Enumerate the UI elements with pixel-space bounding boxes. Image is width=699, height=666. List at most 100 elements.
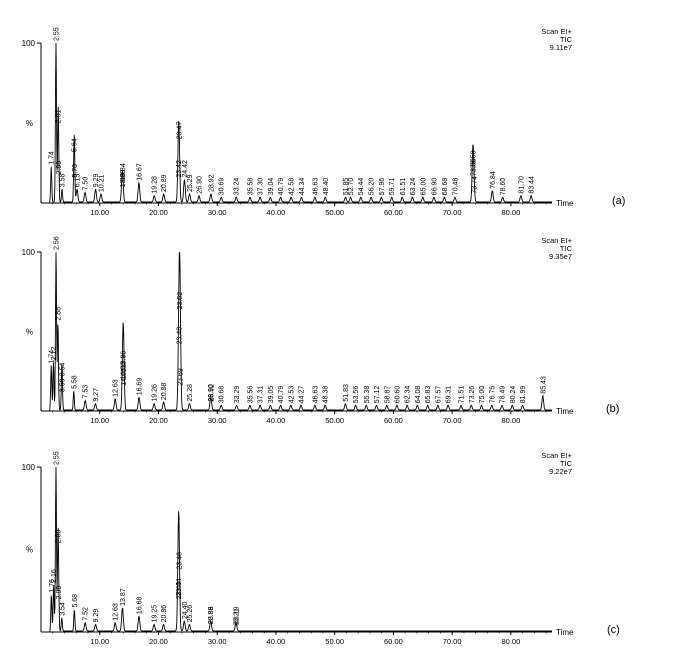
peak-label: 30.69 (219, 178, 226, 196)
peak-label: 78.60 (500, 178, 507, 196)
peak-label: 37.30 (258, 178, 265, 196)
x-tick-label: 80.00 (501, 416, 520, 425)
peak-label: 23.47 (176, 122, 183, 140)
peak-label: 2.55 (53, 27, 60, 41)
y-label-percent: % (26, 119, 33, 128)
peak-label: 20.86 (161, 605, 168, 623)
peak-label: 3.58 (60, 173, 67, 187)
x-tick-label: 10.00 (90, 208, 109, 217)
peak-label: 6.13 (75, 173, 82, 187)
peak-label: 70.48 (452, 178, 459, 196)
x-axis-label: Time (556, 628, 574, 637)
x-tick-label: 30.00 (208, 637, 227, 646)
panel-label: (a) (612, 195, 625, 207)
peak-label: 19.28 (152, 176, 159, 194)
y-label-percent: % (26, 546, 33, 555)
peak-label: 24.40 (182, 601, 189, 619)
peak-label: 16.67 (136, 163, 143, 181)
header-line-3: 9.35e7 (549, 252, 572, 261)
peak-label: 65.00 (420, 178, 427, 196)
peak-label: 48.40 (323, 178, 330, 196)
peak-label: 40.79 (278, 386, 285, 404)
peak-label: 28.88 (208, 606, 215, 624)
peak-label: 46.63 (312, 386, 319, 404)
peak-label: 19.25 (152, 605, 159, 623)
peak-label: 23.69 (178, 368, 185, 386)
x-tick-label: 30.00 (208, 416, 227, 425)
peak-label: 5.58 (71, 375, 78, 389)
peak-label: 13.87 (120, 588, 127, 606)
peak-label: 42.58 (289, 178, 296, 196)
peak-label: 57.12 (374, 386, 381, 404)
peak-label: 2.56 (54, 236, 61, 250)
x-tick-label: 10.00 (90, 637, 109, 646)
peak-label: 2.55 (53, 451, 60, 465)
peak-label: 14.05 (121, 368, 128, 386)
peak-label: 12.63 (113, 379, 120, 397)
peak-label: 2.12 (51, 347, 58, 361)
peak-label: 9.27 (93, 388, 100, 402)
peak-label: 54.44 (358, 178, 365, 196)
tic-trace (41, 42, 552, 204)
peak-label: 5.64 (72, 138, 79, 152)
peak-label: 25.26 (187, 605, 194, 623)
peak-label: 59.71 (389, 178, 396, 196)
peak-label: 12.63 (113, 603, 120, 621)
header-line-3: 9.22e7 (549, 467, 572, 476)
peak-label: 33.19 (233, 606, 240, 624)
peak-label: 63.24 (410, 178, 417, 196)
peak-label: 62.34 (405, 386, 412, 404)
peak-label: 2.88 (55, 307, 62, 321)
peak-label: 16.68 (136, 597, 143, 615)
peak-label: 78.49 (500, 386, 507, 404)
peak-label: 55.38 (364, 386, 371, 404)
header-line-2: TIC (560, 459, 573, 468)
peak-label: 69.31 (446, 386, 453, 404)
peak-label: 73.74 (472, 176, 479, 194)
peak-label: 30.68 (219, 386, 226, 404)
peak-label: 39.05 (268, 386, 275, 404)
x-tick-label: 20.00 (149, 416, 168, 425)
peak-label: 28.92 (208, 384, 215, 402)
peak-label: 33.29 (234, 386, 241, 404)
peak-label: 25.28 (187, 384, 194, 402)
peak-label: 53.56 (353, 386, 360, 404)
peak-label: 73.53 (470, 150, 477, 168)
peak-label: 2.89 (55, 529, 62, 543)
tic-trace (41, 251, 552, 412)
chromatogram-panel-b: 100% 10.00 20.00 30.00 40.00 50.00 60.00 70.00 8… (22, 236, 620, 425)
peak-label: 56.20 (369, 178, 376, 196)
peak-label: 28.89 (208, 606, 215, 624)
header-line-2: TIC (560, 244, 573, 253)
peak-label: 58.87 (384, 386, 391, 404)
x-tick-label: 50.00 (325, 416, 344, 425)
peak-label: 9.29 (93, 173, 100, 187)
peak-label: 20.89 (161, 174, 168, 192)
x-tick-label: 40.00 (267, 416, 286, 425)
peak-label: 2.99 (56, 161, 63, 175)
header-line-1: Scan EI+ (541, 27, 572, 36)
x-tick-label: 60.00 (384, 208, 403, 217)
peak-label: 39.04 (268, 178, 275, 196)
peak-label: 9.29 (93, 609, 100, 623)
peak-label: 28.90 (208, 384, 215, 402)
peak-label: 42.53 (288, 386, 295, 404)
peak-label: 20.88 (161, 382, 168, 400)
peak-label: 19.26 (152, 384, 159, 402)
x-tick-label: 60.00 (384, 416, 403, 425)
x-axis-label: Time (556, 199, 574, 208)
chromatogram-panel-a: 100% 10.00 20.00 30.00 40.00 50.00 60.00 70.00 8… (22, 27, 626, 217)
peak-label: 33.21 (234, 608, 241, 626)
peak-label: 61.51 (400, 178, 407, 196)
x-tick-label: 40.00 (267, 637, 286, 646)
x-tick-label: 70.00 (443, 637, 462, 646)
peak-label: 76.75 (489, 386, 496, 404)
peak-label: 23.42 (176, 160, 183, 178)
y-label-max: 100 (22, 39, 36, 48)
peak-label: 68.68 (442, 178, 449, 196)
peak-label: 10.21 (98, 174, 105, 192)
x-tick-label: 50.00 (325, 637, 344, 646)
header-line-2: TIC (560, 35, 573, 44)
x-tick-label: 70.00 (443, 416, 462, 425)
